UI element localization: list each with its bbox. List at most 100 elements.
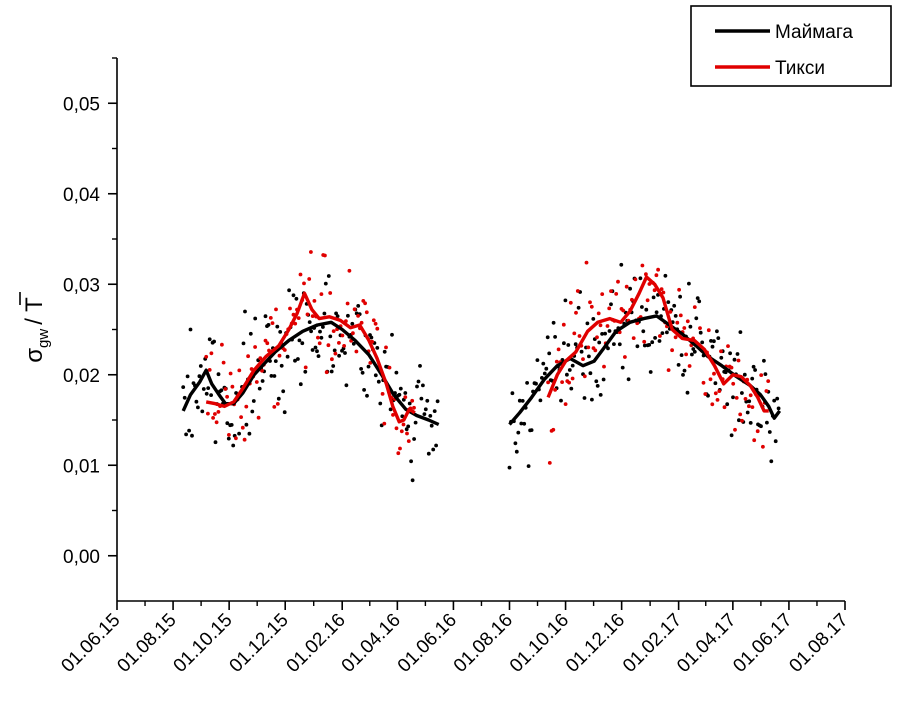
maimaga-point: [326, 274, 331, 278]
tiksi-point: [406, 439, 411, 443]
maimaga-point: [181, 385, 186, 389]
maimaga-point: [419, 396, 424, 401]
maimaga-point: [576, 305, 581, 310]
maimaga-point: [279, 363, 284, 368]
scatter-points: [181, 250, 781, 483]
y-tick-label: 0,04: [63, 185, 100, 206]
tiksi-point: [553, 388, 557, 392]
tiksi-point: [633, 277, 638, 282]
maimaga-point: [565, 372, 569, 377]
maimaga-point: [657, 339, 662, 343]
tiksi-point: [375, 326, 380, 331]
tiksi-point: [710, 402, 715, 407]
tiksi-point: [244, 404, 249, 409]
tiksi-point: [673, 335, 678, 340]
maimaga-point: [582, 396, 587, 400]
maimaga-point: [397, 392, 402, 397]
maimaga-point: [747, 399, 752, 404]
tiksi-point: [373, 321, 378, 326]
maimaga-point: [750, 376, 755, 381]
maimaga-point: [745, 410, 750, 415]
maimaga-point: [638, 276, 643, 281]
maimaga-point: [300, 341, 305, 346]
maimaga-point: [206, 386, 211, 390]
tiksi-point: [561, 322, 566, 327]
maimaga-point: [529, 428, 534, 432]
tiksi-point: [363, 301, 367, 306]
tiksi-point: [546, 380, 550, 385]
maimaga-point: [507, 465, 512, 470]
x-tick-label: 01.06.15: [57, 610, 124, 677]
maimaga-point: [426, 451, 431, 456]
maimaga-point: [607, 329, 612, 333]
maimaga-point: [510, 391, 515, 396]
legend: Маймага Тикси: [690, 5, 892, 87]
legend-box: [690, 5, 892, 87]
maimaga-point: [648, 370, 653, 374]
maimaga-point: [535, 358, 540, 362]
maimaga-point: [378, 401, 383, 406]
maimaga-point: [204, 391, 209, 396]
maimaga-point: [776, 406, 781, 411]
tiksi-point: [270, 321, 275, 325]
maimaga-point: [591, 317, 596, 321]
maimaga-point: [198, 364, 203, 368]
maimaga-point: [435, 399, 440, 404]
maimaga-point: [647, 343, 652, 347]
maimaga-point: [585, 321, 590, 326]
maimaga-point: [619, 262, 624, 267]
tiksi-point: [312, 299, 317, 303]
maimaga-point: [282, 410, 287, 415]
maimaga-point: [412, 437, 416, 441]
maimaga-point: [626, 377, 631, 382]
maimaga-point: [544, 366, 549, 371]
tiksi-point: [333, 351, 338, 356]
maimaga-point: [653, 336, 657, 340]
maimaga-point: [303, 369, 308, 374]
maimaga-point: [570, 363, 575, 368]
maimaga-point: [276, 396, 281, 401]
x-tick-label: 01.02.16: [283, 610, 350, 677]
maimaga-point: [190, 433, 194, 438]
maimaga-point: [185, 374, 190, 379]
maimaga-point: [382, 349, 387, 354]
maimaga-point: [404, 427, 409, 432]
tiksi-point: [214, 420, 219, 425]
maimaga-point: [196, 405, 200, 410]
tiksi-point: [213, 412, 217, 416]
maimaga-point: [226, 436, 231, 441]
maimaga-point: [375, 346, 380, 350]
tiksi-point: [750, 405, 755, 409]
maimaga-point: [681, 373, 685, 377]
tiksi-point: [405, 431, 409, 436]
maimaga-point: [775, 396, 780, 401]
tiksi-point: [352, 307, 357, 312]
maimaga-point: [665, 330, 669, 335]
tiksi-point: [752, 438, 757, 443]
maimaga-point: [287, 288, 291, 293]
maimaga-point: [418, 364, 422, 368]
maimaga-point: [323, 281, 328, 286]
maimaga-point: [407, 401, 412, 406]
maimaga-point: [201, 387, 206, 391]
maimaga-point: [742, 372, 747, 377]
maimaga-point: [609, 302, 613, 307]
tiksi-point: [738, 412, 743, 417]
maimaga-point: [425, 398, 430, 403]
maimaga-point: [335, 314, 340, 318]
tiksi-point: [736, 358, 741, 363]
tiksi-point: [733, 427, 737, 432]
maimaga-point: [706, 393, 710, 398]
maimaga-point: [313, 345, 318, 350]
tiksi-point: [368, 361, 373, 365]
maimaga-point: [316, 354, 321, 358]
tiksi-point: [759, 373, 764, 377]
x-tick-label: 01.04.16: [338, 610, 405, 677]
maimaga-point: [731, 395, 735, 400]
tiksi-point: [551, 427, 556, 432]
tiksi-point: [326, 343, 331, 348]
tiksi-point: [227, 433, 231, 437]
tiksi-point: [258, 356, 263, 361]
maimaga-point: [617, 342, 622, 347]
